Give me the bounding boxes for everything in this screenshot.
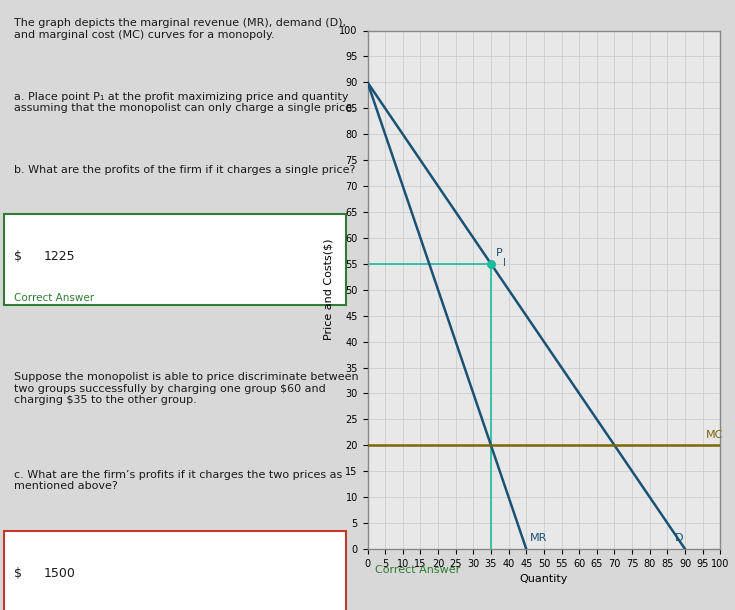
Text: P: P [496,248,503,258]
Y-axis label: Price and Costs($): Price and Costs($) [324,239,334,340]
Text: $: $ [15,249,22,263]
Text: I: I [503,259,506,268]
Text: Correct Answer: Correct Answer [375,565,460,575]
Text: $: $ [15,567,22,580]
Text: D: D [675,533,683,544]
FancyBboxPatch shape [4,214,345,305]
Text: Correct Answer: Correct Answer [15,293,95,303]
Text: MR: MR [530,533,547,544]
Text: a. Place point P₁ at the profit maximizing price and quantity
assuming that the : a. Place point P₁ at the profit maximizi… [15,92,356,113]
X-axis label: Quantity: Quantity [520,574,568,584]
Text: Suppose the monopolist is able to price discriminate between
two groups successf: Suppose the monopolist is able to price … [15,372,359,405]
FancyBboxPatch shape [4,531,345,610]
Text: c. What are the firm’s profits if it charges the two prices as
mentioned above?: c. What are the firm’s profits if it cha… [15,470,343,491]
Text: 1500: 1500 [43,567,75,580]
Text: b. What are the profits of the firm if it charges a single price?: b. What are the profits of the firm if i… [15,165,356,174]
Text: The graph depicts the marginal revenue (MR), demand (D),
and marginal cost (MC) : The graph depicts the marginal revenue (… [15,18,346,40]
Point [485,259,497,268]
Text: 1225: 1225 [43,249,75,263]
Text: MC: MC [706,429,723,440]
